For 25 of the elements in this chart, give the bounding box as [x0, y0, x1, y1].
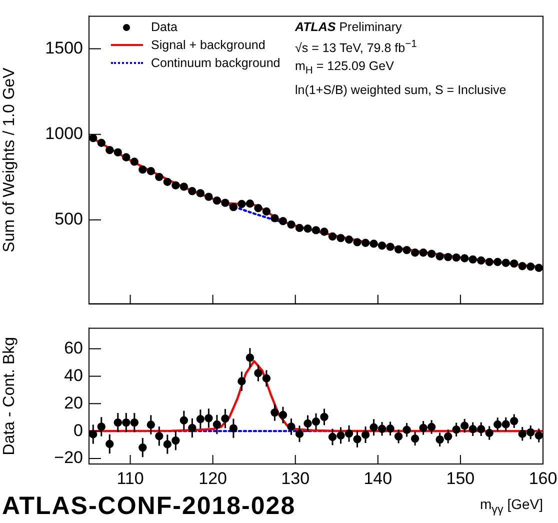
annotation: ATLAS Preliminary [295, 19, 403, 36]
y-tick-label: 1000 [45, 124, 83, 144]
legend-label: Signal + background [151, 37, 266, 54]
x-tick-label: 110 [116, 468, 144, 488]
x-tick-label: 120 [198, 468, 228, 488]
annotation: ln(1+S/B) weighted sum, S = Inclusive [295, 82, 506, 99]
x-tick-label: 150 [446, 468, 475, 488]
y-tick-label: 1500 [45, 38, 83, 58]
y-tick-label: 0 [74, 420, 83, 440]
y-tick-label: 40 [64, 366, 83, 385]
y-axis-title: Data - Cont. Bkg [1, 336, 18, 456]
x-axis-title: m$_{γγ}$ [GeV] [480, 496, 543, 516]
annotation: m$_{H}$ = 125.09 GeV [295, 58, 395, 79]
y-tick-label: −20 [54, 448, 83, 468]
y-tick-label: 60 [64, 338, 83, 358]
y-axis-title: Sum of Weights / 1.0 GeV [1, 67, 18, 252]
legend-label: Continuum background [151, 55, 280, 72]
x-tick-label: 130 [281, 468, 310, 488]
legend-label: Data [151, 19, 178, 36]
y-tick-label: 500 [54, 210, 83, 229]
y-tick-label: 20 [64, 393, 83, 412]
annotation: √s = 13 TeV, 79.8 fb$^{−1}$ [295, 38, 418, 58]
text: ATLAS-CONF-2018-028 [2, 492, 296, 521]
x-tick-label: 160 [528, 468, 558, 488]
x-tick-label: 140 [364, 468, 392, 488]
